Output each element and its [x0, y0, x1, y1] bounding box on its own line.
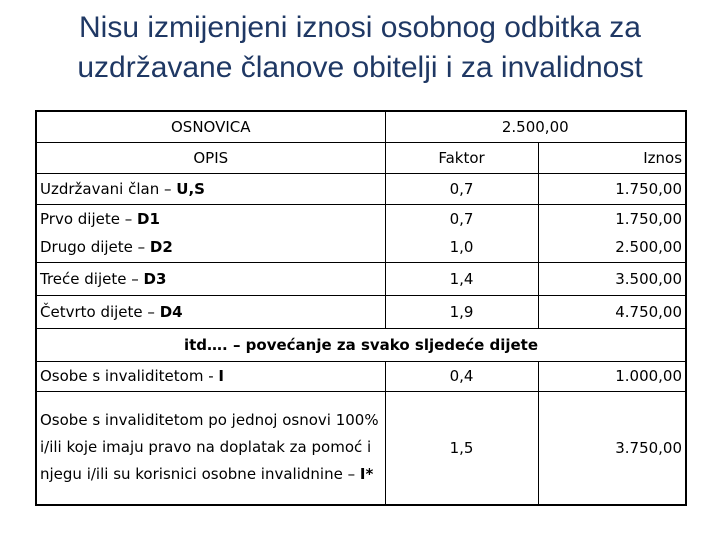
row-code: D1 [137, 209, 160, 228]
row-iznos: 1.750,00 [537, 173, 687, 205]
row-code: D4 [159, 302, 183, 321]
row-iznos: 3.500,00 [537, 262, 687, 296]
header-row: OPIS Faktor Iznos [35, 142, 687, 174]
header-opis: OPIS [35, 142, 386, 174]
row-faktor: 0,4 [384, 361, 539, 392]
note-row: itd…. – povećanje za svako sljedeće dije… [35, 328, 687, 362]
row-prefix: Osobe s invaliditetom po jednoj osnovi 1… [40, 411, 379, 484]
row-iznos: 3.750,00 [537, 391, 687, 505]
osnovica-row: OSNOVICA 2.500,00 [35, 111, 687, 143]
row-description: Četvrto dijete – D4 [35, 295, 386, 329]
row-prefix: Četvrto dijete – [40, 302, 160, 321]
row-code: U,S [176, 179, 205, 198]
row-prefix: Treće dijete – [40, 269, 144, 288]
header-iznos: Iznos [537, 142, 687, 174]
row-iznos: 4.750,00 [537, 295, 687, 329]
title-line-2: uzdržavane članove obitelji i za invalid… [77, 51, 643, 84]
row-description: Osobe s invaliditetom - I [35, 361, 386, 392]
continuation-note: itd…. – povećanje za svako sljedeće dije… [35, 328, 687, 362]
row-faktor: 1,0 [384, 233, 539, 263]
slide-title: Nisu izmijenjeni iznosi osobnog odbitka … [0, 8, 720, 88]
row-prefix: Osobe s invaliditetom - [40, 367, 219, 385]
row-prefix: Uzdržavani član – [40, 179, 177, 198]
row-description: Prvo dijete – D1 [35, 204, 386, 233]
row-code: D2 [149, 238, 173, 257]
row-description: Osobe s invaliditetom po jednoj osnovi 1… [35, 391, 386, 505]
row-faktor: 1,9 [384, 295, 539, 329]
table-row: Četvrto dijete – D4 1,9 4.750,00 [35, 295, 687, 329]
table-row: Treće dijete – D3 1,4 3.500,00 [35, 262, 687, 296]
row-description: Treće dijete – D3 [35, 262, 386, 296]
row-code: I* [359, 465, 374, 484]
row-code: D3 [143, 269, 167, 288]
title-line-1: Nisu izmijenjeni iznosi osobnog odbitka … [79, 11, 641, 44]
table-row: Drugo dijete – D2 1,0 2.500,00 [35, 233, 687, 263]
osnovica-value: 2.500,00 [384, 111, 687, 143]
header-faktor: Faktor [384, 142, 539, 174]
table-row: Prvo dijete – D1 0,7 1.750,00 [35, 204, 687, 233]
row-iznos: 1.000,00 [537, 361, 687, 392]
row-prefix: Prvo dijete – [40, 209, 138, 228]
osnovica-label: OSNOVICA [35, 111, 386, 143]
row-iznos: 2.500,00 [537, 233, 687, 263]
row-description: Uzdržavani član – U,S [35, 173, 386, 205]
row-code: I [218, 367, 224, 385]
row-prefix: Drugo dijete – [40, 238, 150, 257]
deduction-table: OSNOVICA 2.500,00 OPIS Faktor Iznos Uzdr… [35, 110, 688, 506]
table-row: Osobe s invaliditetom po jednoj osnovi 1… [35, 391, 687, 505]
row-iznos: 1.750,00 [537, 204, 687, 233]
row-faktor: 1,5 [384, 391, 539, 505]
row-faktor: 0,7 [384, 204, 539, 233]
table-row: Osobe s invaliditetom - I 0,4 1.000,00 [35, 361, 687, 392]
row-description: Drugo dijete – D2 [35, 233, 386, 263]
row-faktor: 0,7 [384, 173, 539, 205]
table-row: Uzdržavani član – U,S 0,7 1.750,00 [35, 173, 687, 205]
row-faktor: 1,4 [384, 262, 539, 296]
